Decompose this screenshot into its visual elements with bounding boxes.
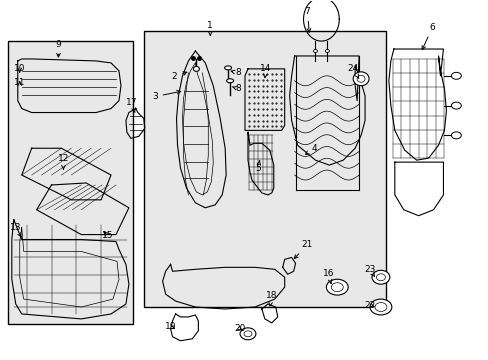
Ellipse shape (374, 302, 386, 311)
Text: 13: 13 (10, 223, 21, 237)
Bar (8, 41, 133, 324)
Ellipse shape (244, 331, 251, 337)
Ellipse shape (450, 72, 460, 79)
Ellipse shape (450, 102, 460, 109)
Text: 23: 23 (364, 265, 375, 277)
Text: 14: 14 (260, 64, 271, 78)
Text: 12: 12 (58, 154, 69, 169)
FancyBboxPatch shape (8, 41, 133, 324)
Ellipse shape (352, 72, 368, 86)
Text: 4: 4 (305, 144, 317, 154)
Ellipse shape (450, 132, 460, 139)
Text: 18: 18 (265, 291, 277, 306)
Bar (143, 31, 385, 307)
Text: 24: 24 (347, 64, 358, 78)
Ellipse shape (325, 50, 328, 53)
Text: 19: 19 (164, 322, 176, 331)
Text: 7: 7 (304, 7, 310, 32)
Ellipse shape (240, 328, 255, 340)
Text: 22: 22 (364, 301, 375, 310)
Ellipse shape (193, 66, 199, 71)
Text: 21: 21 (294, 240, 312, 258)
Text: 9: 9 (56, 40, 61, 57)
Text: 3: 3 (151, 90, 180, 101)
Ellipse shape (226, 79, 233, 83)
Text: 11: 11 (14, 78, 25, 87)
Text: 20: 20 (234, 324, 245, 333)
Ellipse shape (331, 283, 343, 292)
Text: 17: 17 (126, 98, 137, 113)
Text: 15: 15 (102, 231, 114, 240)
Text: 6: 6 (421, 23, 434, 49)
Text: 2: 2 (171, 72, 186, 81)
Ellipse shape (325, 279, 347, 295)
Text: 16: 16 (322, 269, 333, 283)
Text: 8: 8 (231, 68, 241, 77)
FancyBboxPatch shape (143, 31, 385, 307)
Ellipse shape (369, 299, 391, 315)
Ellipse shape (371, 270, 389, 284)
Ellipse shape (313, 50, 317, 53)
Text: 8: 8 (232, 84, 241, 93)
Ellipse shape (356, 75, 365, 82)
Text: 5: 5 (255, 161, 260, 172)
Ellipse shape (376, 274, 385, 281)
Text: 1: 1 (207, 21, 213, 36)
Ellipse shape (224, 66, 231, 70)
Text: 10: 10 (14, 64, 25, 73)
